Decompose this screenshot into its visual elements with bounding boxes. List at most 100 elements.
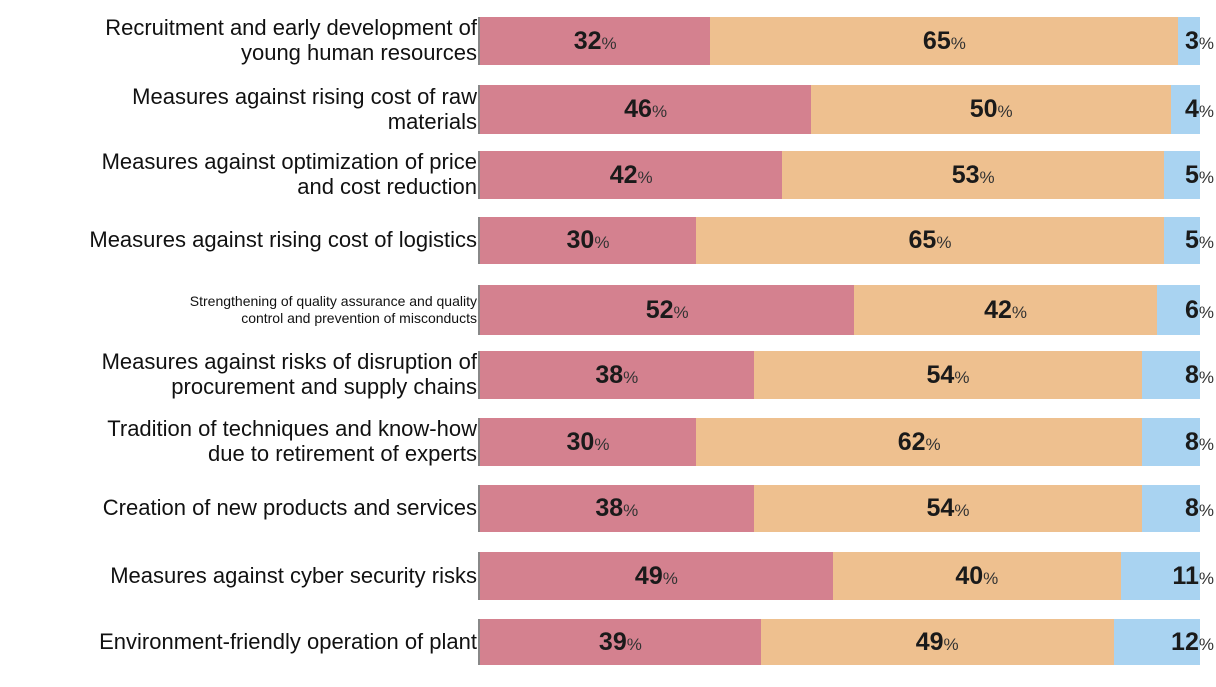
data-label: 49% — [916, 628, 959, 657]
bar-row: 38% 54% 8% — [480, 351, 1214, 399]
row-axis-line — [478, 17, 480, 65]
bar-segment-3: 4% — [1171, 85, 1214, 134]
data-label-value: 12 — [1171, 627, 1199, 656]
data-label-percent: % — [925, 434, 941, 454]
bar-segment-2: 50% — [811, 85, 1172, 134]
bar-segment-3: 11% — [1120, 552, 1214, 600]
data-label-percent: % — [997, 102, 1013, 121]
data-label: 4% — [1185, 95, 1214, 124]
data-label-percent: % — [651, 102, 668, 121]
bar-segment-1: 30% — [480, 217, 696, 264]
bar-segment-3: 3% — [1178, 17, 1214, 65]
data-label-value: 3 — [1184, 26, 1199, 55]
data-label: 49% — [635, 562, 678, 591]
data-label-percent: % — [950, 33, 966, 53]
data-label-value: 30 — [566, 226, 595, 254]
bar-segment-2: 54% — [753, 351, 1143, 399]
category-label-text: Measures against risks of disruption of … — [101, 349, 477, 399]
category-label-text: Measures against cyber security risks — [110, 562, 477, 588]
data-label: 6% — [1185, 296, 1214, 325]
data-label-value: 38 — [595, 360, 624, 389]
bar-row: 32% 65% 3% — [480, 17, 1214, 65]
data-label: 42% — [610, 161, 653, 190]
data-label-percent: % — [983, 568, 999, 588]
data-label: 46% — [624, 95, 667, 124]
category-label: Measures against rising cost of logistic… — [89, 205, 477, 276]
bar-segment-1: 32% — [480, 17, 711, 65]
data-label-value: 40 — [955, 561, 984, 590]
data-label-percent: % — [623, 367, 639, 387]
category-label: Recruitment and early development of you… — [105, 5, 477, 77]
data-label: 52% — [646, 296, 689, 325]
bar-row: 52% 42% 6% — [480, 285, 1214, 335]
data-label-percent: % — [1198, 367, 1214, 387]
data-label-percent: % — [936, 233, 952, 252]
data-label-percent: % — [979, 167, 995, 187]
row-axis-line — [478, 418, 480, 466]
data-label: 12% — [1171, 628, 1214, 657]
category-label: Tradition of techniques and know-how due… — [107, 406, 477, 478]
bar-segment-3: 5% — [1163, 151, 1214, 199]
data-label: 3% — [1185, 27, 1214, 56]
data-label-value: 53 — [951, 160, 980, 189]
data-label-percent: % — [1198, 568, 1214, 588]
data-label-value: 5 — [1184, 226, 1199, 254]
data-label-percent: % — [594, 233, 610, 252]
category-label: Creation of new products and services — [103, 473, 477, 544]
data-label: 50% — [970, 95, 1013, 124]
data-label: 38% — [595, 361, 638, 390]
data-label-percent: % — [1198, 634, 1214, 654]
data-label-percent: % — [1198, 33, 1214, 53]
data-label-value: 49 — [915, 627, 944, 656]
data-label-value: 42 — [984, 295, 1012, 324]
data-label-value: 38 — [595, 494, 624, 522]
data-label: 42% — [984, 296, 1027, 325]
data-label-value: 32 — [573, 26, 602, 55]
data-label-value: 42 — [609, 160, 638, 189]
bar-segment-1: 42% — [480, 151, 783, 199]
data-label-value: 62 — [897, 427, 926, 456]
data-label-value: 11 — [1172, 561, 1199, 590]
data-label-percent: % — [1011, 302, 1028, 322]
bar-segment-1: 52% — [480, 285, 855, 335]
data-label-percent: % — [954, 501, 970, 520]
bar-row: 30% 65% 5% — [480, 217, 1214, 264]
bar-segment-2: 62% — [696, 418, 1143, 466]
row-axis-line — [478, 85, 480, 134]
data-label-percent: % — [1198, 434, 1214, 454]
bar-segment-1: 49% — [480, 552, 833, 600]
data-label: 53% — [952, 161, 995, 190]
data-label-percent: % — [594, 434, 610, 454]
data-label-percent: % — [1198, 302, 1214, 322]
data-label: 65% — [909, 226, 952, 255]
category-label-text: Environment-friendly operation of plant — [99, 628, 477, 654]
category-label-text: Measures against rising cost of raw mate… — [132, 83, 477, 134]
data-label-value: 8 — [1184, 360, 1199, 389]
data-label-value: 6 — [1184, 295, 1199, 324]
data-label-value: 30 — [566, 427, 595, 456]
data-label-value: 52 — [645, 295, 674, 324]
data-label-percent: % — [673, 302, 689, 322]
data-label-value: 39 — [598, 627, 627, 656]
bar-segment-2: 54% — [753, 485, 1143, 532]
category-label-text: Recruitment and early development of you… — [105, 15, 477, 65]
bar-row: 46% 50% 4% — [480, 85, 1214, 134]
data-label-percent: % — [637, 167, 653, 187]
row-axis-line — [478, 552, 480, 600]
data-label-value: 8 — [1184, 427, 1199, 456]
data-label-value: 49 — [634, 561, 663, 590]
data-label: 38% — [595, 494, 638, 523]
data-label: 32% — [574, 27, 617, 56]
row-axis-line — [478, 619, 480, 665]
bar-segment-3: 8% — [1142, 485, 1214, 532]
bar-segment-2: 40% — [832, 552, 1121, 600]
data-label-percent: % — [954, 367, 970, 387]
data-label: 40% — [955, 562, 998, 591]
data-label-percent: % — [943, 634, 959, 654]
bar-segment-2: 65% — [696, 217, 1164, 264]
data-label: 65% — [923, 27, 966, 56]
category-label-text: Strengthening of quality assurance and q… — [189, 292, 477, 327]
data-label: 30% — [567, 226, 610, 255]
bar-row: 38% 54% 8% — [480, 485, 1214, 532]
